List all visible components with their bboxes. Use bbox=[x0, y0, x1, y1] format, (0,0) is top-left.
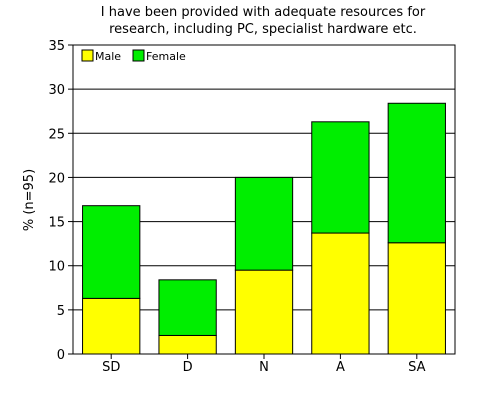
bars bbox=[82, 102, 446, 355]
y-tick-label: 15 bbox=[48, 216, 65, 231]
y-tick-label: 10 bbox=[48, 260, 65, 275]
bar-female-sd bbox=[82, 205, 141, 299]
tick-labels: 0 5 10 15 20 25 30 35 SD D N A SA bbox=[48, 39, 425, 375]
bar-female-d bbox=[158, 279, 217, 336]
bar-male-a bbox=[311, 232, 370, 355]
x-tick-label: N bbox=[259, 360, 269, 375]
legend-label-male: Male bbox=[95, 50, 121, 63]
y-tick-label: 20 bbox=[48, 171, 65, 186]
bar-male-sd bbox=[82, 297, 141, 355]
x-tick-label: D bbox=[183, 360, 193, 375]
y-tick-label: 25 bbox=[48, 127, 65, 142]
y-tick-label: 5 bbox=[57, 304, 65, 319]
x-tick-label: A bbox=[336, 360, 345, 375]
bar-male-sa bbox=[387, 242, 446, 355]
bar-female-a bbox=[311, 121, 370, 234]
axes bbox=[68, 44, 456, 359]
bar-female-sa bbox=[387, 102, 446, 244]
y-tick-label: 0 bbox=[57, 348, 65, 363]
plot-frame bbox=[72, 44, 456, 355]
x-tick-label: SD bbox=[102, 360, 120, 375]
y-tick-label: 35 bbox=[48, 39, 65, 54]
y-tick-label: 30 bbox=[48, 83, 65, 98]
chart-title-line-1: I have been provided with adequate resou… bbox=[101, 5, 426, 20]
bar-male-d bbox=[158, 334, 217, 355]
bar-female-n bbox=[234, 176, 294, 271]
x-tick-label: SA bbox=[408, 360, 425, 375]
legend-swatch-male bbox=[81, 49, 94, 62]
legend-swatch-female bbox=[132, 49, 145, 62]
bar-male-n bbox=[234, 269, 294, 355]
chart-title-line-2: research, including PC, specialist hardw… bbox=[109, 22, 417, 37]
legend: Male Female bbox=[81, 49, 186, 63]
y-axis-label: % (n=95) bbox=[22, 169, 37, 231]
legend-label-female: Female bbox=[146, 50, 186, 63]
